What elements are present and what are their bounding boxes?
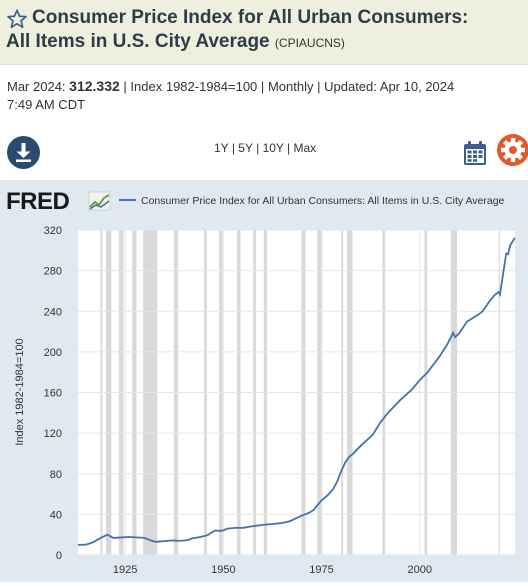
series-meta: Mar 2024: 312.332 | Index 1982-1984=100 … bbox=[7, 77, 507, 114]
updated-label: Updated: bbox=[324, 79, 377, 94]
y-tick-label: 240 bbox=[44, 306, 62, 318]
meta-separator: | bbox=[317, 79, 321, 94]
updated-date: Apr 10, 2024 bbox=[379, 79, 455, 94]
fred-logo-graph-icon bbox=[88, 191, 111, 211]
calendar-icon[interactable] bbox=[463, 140, 487, 166]
range-10y-button[interactable]: 10Y bbox=[262, 141, 284, 155]
x-tick-label: 2000 bbox=[408, 564, 432, 576]
cpi-series-line bbox=[77, 237, 516, 546]
y-tick-label: 0 bbox=[56, 550, 62, 562]
observation-date-label: Mar 2024: bbox=[7, 79, 66, 94]
x-axis-ticks: 1925 1950 1975 2000 bbox=[113, 564, 432, 576]
updated-time: 7:49 AM CDT bbox=[7, 97, 86, 112]
range-separator: | bbox=[256, 141, 260, 155]
meta-separator: | bbox=[260, 79, 265, 94]
range-max-button[interactable]: Max bbox=[293, 141, 317, 155]
x-tick-label: 1950 bbox=[211, 564, 235, 576]
page-title: Consumer Price Index for All Urban Consu… bbox=[6, 6, 522, 55]
download-icon[interactable] bbox=[7, 136, 40, 169]
observation-value: 312.332 bbox=[69, 78, 120, 94]
y-tick-label: 80 bbox=[50, 469, 62, 481]
fred-logo-text: FRED bbox=[6, 188, 70, 215]
title-line-2: All Items in U.S. City Average bbox=[6, 31, 270, 52]
title-line-1: Consumer Price Index for All Urban Consu… bbox=[32, 7, 469, 28]
x-tick-label: 1925 bbox=[113, 564, 137, 576]
y-tick-label: 320 bbox=[44, 225, 62, 237]
range-1y-button[interactable]: 1Y bbox=[214, 141, 229, 155]
star-icon[interactable] bbox=[6, 8, 28, 30]
chart-gridlines bbox=[78, 229, 515, 556]
frequency-text: Monthly bbox=[267, 79, 314, 94]
y-tick-label: 40 bbox=[50, 509, 62, 521]
chart-area: FRED Consumer Price Index for All Urban … bbox=[0, 180, 528, 582]
y-tick-label: 280 bbox=[44, 266, 62, 278]
y-tick-label: 160 bbox=[44, 388, 62, 400]
y-axis-label: Index 1982-1984=100 bbox=[14, 338, 26, 445]
series-code: (CPIAUCNS) bbox=[274, 36, 345, 50]
range-5y-button[interactable]: 5Y bbox=[238, 141, 253, 155]
fred-logo: FRED bbox=[6, 188, 111, 215]
title-bar: Consumer Price Index for All Urban Consu… bbox=[0, 0, 528, 65]
chart-legend: Consumer Price Index for All Urban Consu… bbox=[119, 195, 505, 207]
units-text: Index 1982-1984=100 bbox=[130, 79, 258, 94]
meta-separator: | bbox=[123, 79, 127, 94]
legend-label: Consumer Price Index for All Urban Consu… bbox=[141, 195, 505, 207]
y-tick-label: 120 bbox=[44, 428, 62, 440]
x-tick-label: 1975 bbox=[309, 564, 333, 576]
range-separator: | bbox=[287, 141, 291, 155]
y-axis-ticks: 0 40 80 120 160 200 240 280 320 bbox=[44, 225, 62, 562]
gear-icon[interactable] bbox=[497, 134, 528, 166]
range-separator: | bbox=[231, 141, 235, 155]
y-tick-label: 200 bbox=[44, 347, 62, 359]
cpi-line-chart: FRED Consumer Price Index for All Urban … bbox=[6, 188, 516, 576]
date-range-selector: 1Y | 5Y | 10Y | Max bbox=[214, 141, 316, 155]
